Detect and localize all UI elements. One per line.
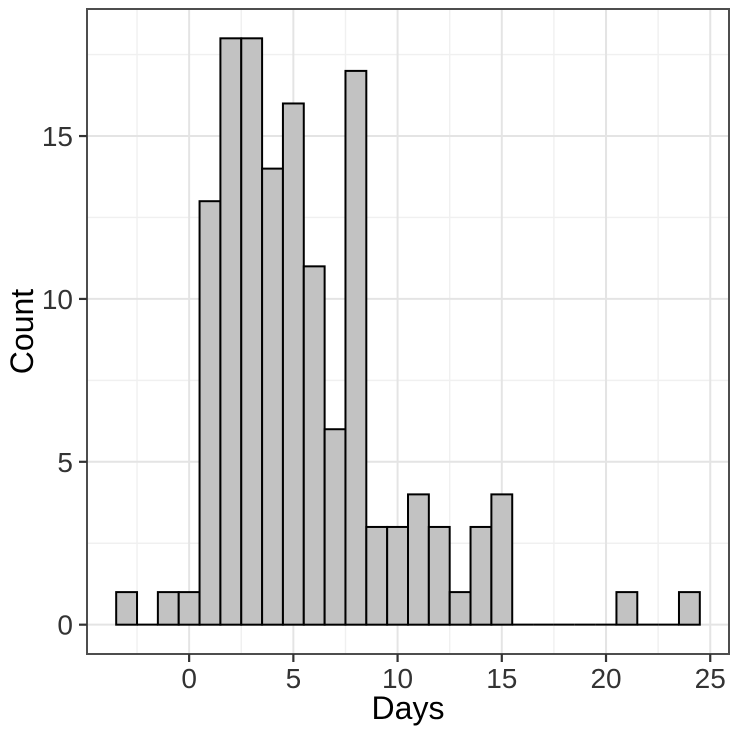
- y-tick-label: 10: [42, 284, 73, 315]
- x-tick-label: 20: [590, 663, 621, 694]
- y-axis-ticks: 0 5 10 15: [42, 121, 87, 641]
- histogram-bar: [490, 493, 514, 626]
- histogram-bar: [156, 591, 180, 626]
- histogram-bar: [198, 200, 222, 626]
- histogram-bar: [344, 69, 368, 626]
- x-tick-label: 5: [286, 663, 302, 694]
- histogram-bar: [677, 591, 701, 626]
- histogram-bar: [261, 167, 284, 626]
- histogram-bar: [240, 37, 264, 626]
- x-axis-ticks: 0 5 10 15 20 25: [181, 654, 726, 694]
- histogram-bar: [407, 493, 430, 626]
- histogram-bar: [177, 591, 201, 626]
- histogram-bar: [281, 102, 305, 626]
- y-axis-title: Count: [4, 289, 40, 375]
- histogram-bar: [427, 525, 451, 626]
- histogram-bar: [302, 265, 326, 626]
- histogram-bar: [115, 591, 139, 626]
- histogram-bar: [469, 525, 493, 626]
- x-tick-label: 25: [695, 663, 726, 694]
- bars-layer: [115, 37, 701, 626]
- x-axis-title: Days: [372, 690, 445, 726]
- histogram-bar: [219, 37, 243, 626]
- histogram-bar: [386, 525, 410, 626]
- histogram-bar: [323, 428, 347, 626]
- panel-border: [86, 8, 730, 655]
- histogram-bar: [448, 591, 472, 626]
- y-tick-label: 0: [57, 610, 73, 641]
- x-tick-label: 10: [382, 663, 413, 694]
- y-tick-label: 5: [57, 447, 73, 478]
- y-tick-label: 15: [42, 121, 73, 152]
- histogram-bar: [615, 591, 639, 626]
- x-tick-label: 15: [486, 663, 517, 694]
- x-tick-label: 0: [181, 663, 197, 694]
- histogram-bar: [365, 525, 389, 626]
